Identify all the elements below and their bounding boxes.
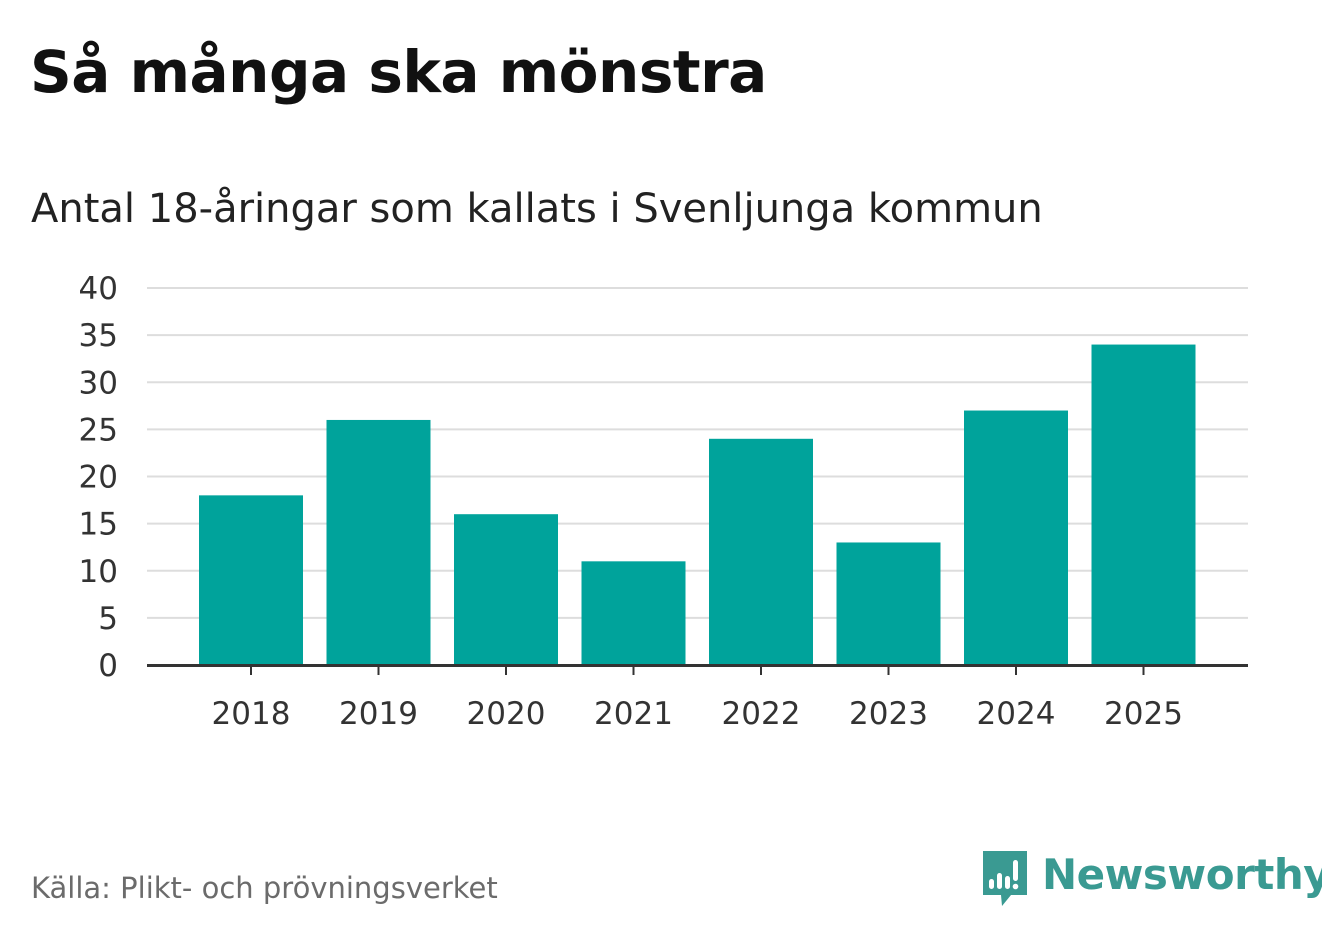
y-tick-label: 30 bbox=[79, 365, 118, 401]
bar bbox=[1091, 344, 1196, 665]
y-tick-label: 0 bbox=[98, 648, 118, 684]
x-tick-label: 2024 bbox=[977, 696, 1056, 732]
y-axis-ticks: 0 5 10 15 20 25 30 35 40 bbox=[79, 271, 118, 684]
y-tick-label: 40 bbox=[79, 271, 118, 307]
brand-name: Newsworthy bbox=[1042, 850, 1322, 899]
y-tick-label: 35 bbox=[79, 318, 118, 354]
bar bbox=[454, 514, 558, 665]
y-tick-label: 10 bbox=[79, 554, 118, 590]
bar bbox=[964, 410, 1068, 665]
y-tick-label: 25 bbox=[79, 412, 118, 448]
x-tick-label: 2021 bbox=[594, 696, 673, 732]
x-axis-ticks: 2018 2019 2020 2021 2022 2023 2024 2025 bbox=[212, 665, 1183, 732]
x-tick-label: 2023 bbox=[849, 696, 928, 732]
x-tick-label: 2019 bbox=[339, 696, 418, 732]
x-tick-label: 2022 bbox=[722, 696, 801, 732]
x-tick-label: 2018 bbox=[212, 696, 291, 732]
bar bbox=[709, 438, 813, 665]
y-tick-label: 5 bbox=[98, 601, 118, 637]
x-tick-label: 2025 bbox=[1104, 696, 1183, 732]
bar bbox=[581, 561, 686, 665]
y-tick-label: 20 bbox=[79, 460, 118, 496]
bars bbox=[199, 344, 1196, 665]
bar bbox=[199, 495, 303, 665]
y-tick-label: 15 bbox=[79, 507, 118, 543]
bar bbox=[836, 542, 941, 665]
bar-chart-speech-bubble-icon bbox=[983, 851, 1027, 906]
newsworthy-logo: Newsworthy bbox=[980, 848, 1322, 910]
chart-subtitle: Antal 18-åringar som kallats i Svenljung… bbox=[31, 186, 1043, 232]
chart-title: Så många ska mönstra bbox=[30, 38, 767, 106]
gridlines bbox=[147, 287, 1248, 619]
x-tick-label: 2020 bbox=[467, 696, 546, 732]
bar bbox=[326, 419, 431, 665]
source-note: Källa: Plikt- och prövningsverket bbox=[31, 871, 498, 905]
